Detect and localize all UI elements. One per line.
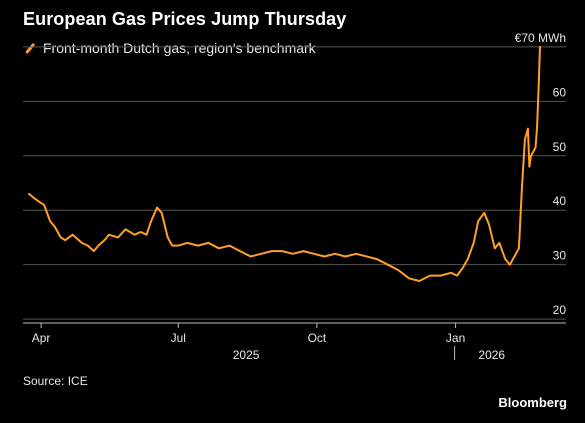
- legend: Front-month Dutch gas, region's benchmar…: [23, 40, 316, 56]
- x-tick-label-jan: Jan: [446, 331, 465, 345]
- x-axis: Apr Jul Oct Jan 2025 2026: [23, 322, 566, 362]
- x-tick-label-apr: Apr: [32, 331, 51, 345]
- series-layer: [28, 45, 541, 282]
- legend-label: Front-month Dutch gas, region's benchmar…: [43, 40, 316, 56]
- series-line-0: [28, 45, 541, 282]
- y-tick-label-60: 60: [553, 85, 567, 99]
- chart-title: European Gas Prices Jump Thursday: [23, 9, 347, 29]
- y-tick-label-30: 30: [553, 249, 567, 263]
- y-tick-label-50: 50: [553, 140, 567, 154]
- x-tick-label-jul: Jul: [171, 331, 186, 345]
- x-tick-label-oct: Oct: [308, 331, 327, 345]
- y-tick-label-40: 40: [553, 194, 567, 208]
- y-tick-label-20: 20: [553, 303, 567, 317]
- y-axis: 20 30 40 50 60 €70 MWh: [515, 31, 567, 317]
- gridlines: [23, 46, 566, 320]
- bloomberg-logo: Bloomberg: [498, 395, 567, 410]
- y-tick-label-70: €70 MWh: [515, 31, 566, 45]
- year-label-2026: 2026: [478, 348, 505, 362]
- source-note: Source: ICE: [23, 374, 88, 388]
- year-label-2025: 2025: [233, 348, 260, 362]
